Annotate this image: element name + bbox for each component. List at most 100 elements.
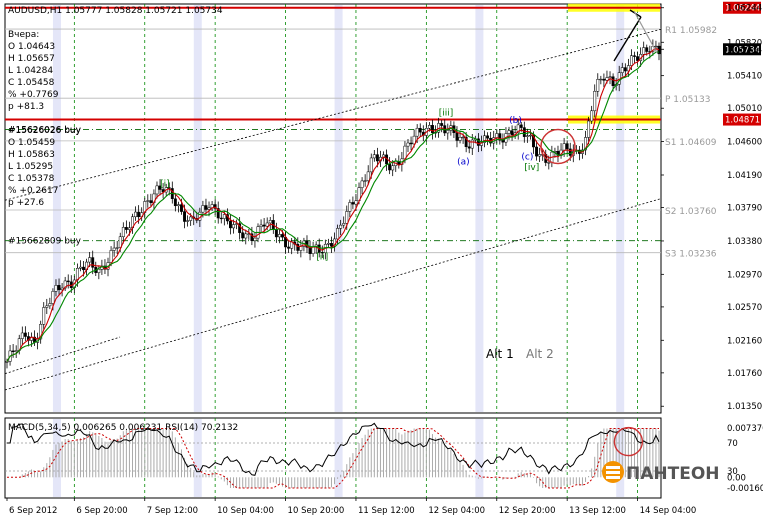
order-line-label: #15626026 buy bbox=[8, 125, 82, 135]
candle-body bbox=[296, 243, 300, 251]
candle-body bbox=[176, 204, 180, 207]
candle-body bbox=[238, 223, 242, 233]
candle-body bbox=[602, 78, 606, 81]
candle-body bbox=[219, 217, 223, 220]
candle-body bbox=[608, 76, 612, 78]
candle-body bbox=[626, 65, 630, 72]
candle-body bbox=[565, 143, 569, 150]
candle-body bbox=[620, 67, 624, 73]
candle-body bbox=[20, 332, 24, 339]
candle-body bbox=[623, 67, 627, 72]
yesterday-title: Вчера: bbox=[8, 30, 39, 40]
macd-signal-line bbox=[7, 428, 659, 489]
projection-arrow bbox=[613, 16, 642, 62]
wave-label: [iv] bbox=[524, 163, 539, 173]
pivot-level-label: R1 1.05982 bbox=[665, 26, 717, 36]
candle-body bbox=[180, 204, 183, 212]
price-tag-label: 1.04871 bbox=[725, 116, 760, 126]
order-open: O 1.05459 bbox=[8, 138, 55, 148]
price-tag bbox=[723, 113, 761, 126]
candle-body bbox=[455, 132, 459, 141]
candle-body bbox=[339, 224, 343, 229]
candle-body bbox=[88, 257, 92, 263]
candle-body bbox=[599, 78, 603, 81]
candle-body bbox=[121, 227, 125, 237]
candle-body bbox=[547, 162, 551, 164]
candle-body bbox=[467, 146, 471, 149]
candle-body bbox=[528, 135, 532, 137]
candle-body bbox=[409, 142, 413, 145]
candle-body bbox=[244, 233, 248, 239]
candle-body bbox=[39, 324, 43, 340]
candle-body bbox=[158, 185, 162, 190]
candle-body bbox=[461, 136, 465, 139]
candle-body bbox=[11, 350, 15, 352]
candle-body bbox=[14, 350, 18, 352]
alt1-label: Alt 1 bbox=[486, 347, 514, 361]
ma-slow-line bbox=[6, 51, 660, 362]
candle-body bbox=[124, 227, 128, 230]
ma-fast-line bbox=[6, 47, 660, 362]
candle-body bbox=[45, 305, 49, 308]
price-tag-label: 1.06244 bbox=[725, 4, 760, 14]
wave-label: (c) bbox=[521, 153, 533, 163]
candle-body bbox=[584, 137, 587, 151]
x-tick-label: 14 Sep 04:00 bbox=[640, 506, 697, 516]
y-tick-label: 1.05010 bbox=[727, 104, 762, 114]
y-tick-label: 1.02970 bbox=[727, 270, 762, 280]
candle-body bbox=[510, 130, 514, 136]
current-price-tag bbox=[723, 43, 761, 56]
alt2-label: Alt 2 bbox=[526, 347, 554, 361]
wave-label: [i] bbox=[160, 179, 170, 189]
y-tick-label: 1.02570 bbox=[727, 303, 762, 313]
y-tick-label: 1.05820 bbox=[727, 38, 762, 48]
candle-body bbox=[75, 268, 79, 281]
candle-body bbox=[326, 243, 330, 245]
candle-body bbox=[403, 145, 407, 160]
candle-body bbox=[277, 234, 281, 238]
x-tick-label: 6 Sep 2012 bbox=[9, 506, 57, 516]
candle-body bbox=[593, 90, 597, 112]
candle-body bbox=[470, 139, 474, 149]
candle-body bbox=[222, 214, 226, 219]
wave-label: (a) bbox=[457, 157, 470, 167]
candle-body bbox=[155, 185, 159, 195]
x-tick-label: 7 Sep 12:00 bbox=[147, 506, 198, 516]
y-tick-label: 1.05410 bbox=[727, 72, 762, 82]
wave-label: (b) bbox=[509, 116, 522, 126]
candle-body bbox=[440, 123, 444, 126]
candle-body bbox=[146, 200, 150, 202]
channel-line bbox=[4, 336, 121, 375]
candle-body bbox=[642, 47, 646, 55]
session-band bbox=[616, 419, 625, 497]
x-tick-label: 13 Sep 12:00 bbox=[569, 506, 626, 516]
candle-body bbox=[60, 287, 64, 290]
candle-body bbox=[418, 127, 422, 133]
x-tick-label: 10 Sep 04:00 bbox=[217, 506, 274, 516]
candle-body bbox=[82, 266, 85, 271]
candle-body bbox=[391, 165, 395, 171]
candle-body bbox=[483, 135, 486, 143]
candle-body bbox=[253, 237, 257, 241]
candle-body bbox=[79, 266, 82, 269]
pantheon-logo bbox=[602, 461, 624, 483]
candle-body bbox=[464, 136, 468, 148]
candle-body bbox=[336, 228, 340, 240]
candle-body bbox=[54, 285, 58, 292]
y-tick-label: 1.03790 bbox=[727, 204, 762, 214]
y-tick-label: 1.03380 bbox=[727, 237, 762, 247]
candle-body bbox=[363, 180, 367, 182]
candle-body bbox=[498, 133, 502, 141]
candle-body bbox=[431, 125, 434, 133]
candle-body bbox=[611, 76, 615, 87]
candle-body bbox=[360, 180, 364, 188]
wave-label: [iii] bbox=[439, 109, 454, 119]
candle-body bbox=[633, 55, 636, 57]
session-band bbox=[193, 5, 202, 412]
alt-arrow bbox=[633, 10, 658, 54]
candle-body bbox=[372, 154, 376, 159]
order-low: L 1.05295 bbox=[8, 162, 53, 172]
candle-body bbox=[48, 303, 52, 307]
